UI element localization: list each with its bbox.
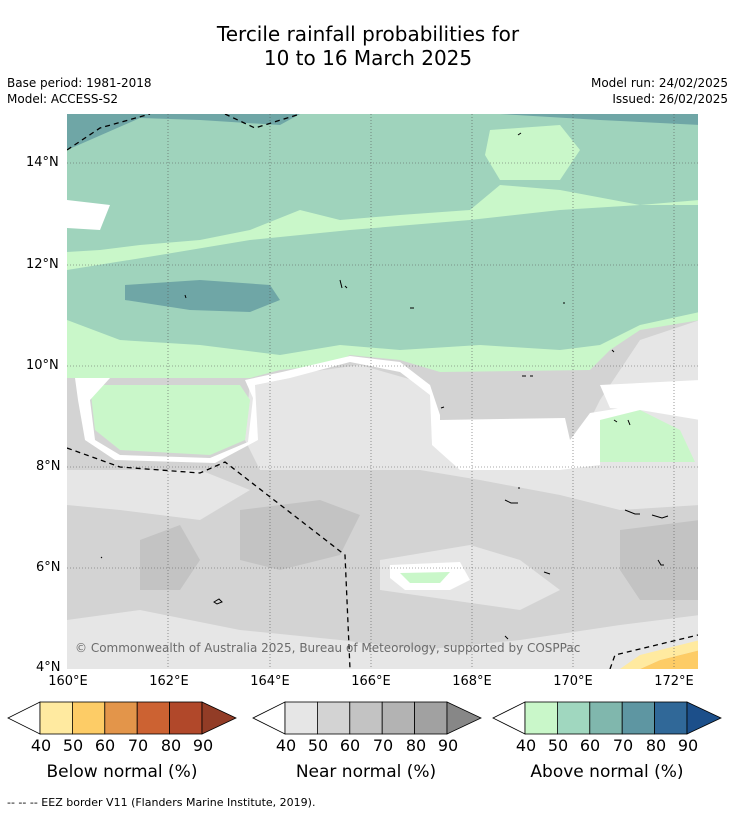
lon-label-160e: 160°E <box>48 674 88 689</box>
copyright-notice: © Commonwealth of Australia 2025, Bureau… <box>75 641 581 655</box>
lon-label-166e: 166°E <box>351 674 391 689</box>
lon-label-170e: 170°E <box>553 674 593 689</box>
tick: 40 <box>515 736 537 755</box>
lon-label-164e: 164°E <box>250 674 290 689</box>
white-patch-east <box>600 380 698 410</box>
lat-label-10n: 10°N <box>26 358 59 373</box>
tick: 50 <box>62 736 84 755</box>
islands <box>100 132 669 640</box>
tick: 70 <box>612 736 634 755</box>
white-border-band <box>75 356 698 470</box>
tick: 60 <box>579 736 601 755</box>
base-period: Base period: 1981-2018 <box>7 76 152 90</box>
region-above-40-east <box>590 410 695 462</box>
region-near-60-east <box>620 520 698 600</box>
cbar-swatch <box>621 701 655 735</box>
cbar-near-max-arrow <box>446 701 482 735</box>
cbar-swatch <box>317 701 351 735</box>
graticule <box>67 114 698 669</box>
tick: 90 <box>677 736 699 755</box>
cbar-swatch <box>39 701 73 735</box>
tick: 60 <box>339 736 361 755</box>
cbar-below-swatches <box>39 701 203 735</box>
eez-border <box>67 114 698 669</box>
cbar-swatch <box>104 701 138 735</box>
tick: 40 <box>30 736 52 755</box>
tick: 80 <box>645 736 667 755</box>
cbar-swatch <box>381 701 415 735</box>
lon-label-168e: 168°E <box>452 674 492 689</box>
region-above-40-west <box>90 385 250 455</box>
issued-date: Issued: 26/02/2025 <box>612 92 728 106</box>
meta-right: Model run: 24/02/2025 Issued: 26/02/2025 <box>591 75 728 107</box>
tick: 80 <box>405 736 427 755</box>
cbar-above-swatches <box>524 701 688 735</box>
tick: 70 <box>127 736 149 755</box>
region-above-60-ne <box>500 114 698 125</box>
region-above-50-band <box>67 205 698 355</box>
cbar-swatch <box>72 701 106 735</box>
lat-label-6n: 6°N <box>36 560 61 575</box>
cbar-swatch <box>414 701 448 735</box>
region-above-40-ne-pocket <box>485 125 580 180</box>
region-near-60-patch <box>140 525 200 590</box>
cbar-swatch <box>284 701 318 735</box>
cbar-below-min-arrow <box>7 701 41 735</box>
tick: 40 <box>275 736 297 755</box>
meta-left: Base period: 1981-2018 Model: ACCESS-S2 <box>7 75 152 107</box>
tick: 70 <box>372 736 394 755</box>
lon-label-172e: 172°E <box>654 674 694 689</box>
colorbar-below <box>7 701 237 735</box>
map-canvas <box>67 114 698 669</box>
region-near-40-bottom <box>67 610 698 669</box>
cbar-above-max-arrow <box>686 701 722 735</box>
region-near-40-south <box>380 545 560 610</box>
white-patch-nw <box>67 200 110 230</box>
region-near-40-west <box>67 470 250 520</box>
tick: 60 <box>94 736 116 755</box>
cbar-swatch <box>589 701 623 735</box>
cbar-swatch <box>524 701 558 735</box>
lat-label-12n: 12°N <box>26 257 59 272</box>
cbar-swatch <box>169 701 203 735</box>
tick: 50 <box>307 736 329 755</box>
map-area: 14°N 12°N 10°N 8°N 6°N 4°N 160°E 162°E 1… <box>26 114 698 689</box>
cbar-swatch <box>557 701 591 735</box>
colorbar-above <box>492 701 722 735</box>
map-title-line1: Tercile rainfall probabilities for <box>216 22 520 46</box>
cbar-swatch <box>654 701 688 735</box>
legend-near-label: Near normal (%) <box>295 762 437 782</box>
lat-label-14n: 14°N <box>26 155 59 170</box>
lon-label-162e: 162°E <box>149 674 189 689</box>
model-run: Model run: 24/02/2025 <box>590 76 728 90</box>
cbar-near-min-arrow <box>252 701 286 735</box>
cbar-near-swatches <box>284 701 448 735</box>
lat-label-8n: 8°N <box>36 459 61 474</box>
tick: 80 <box>160 736 182 755</box>
region-near-40-band <box>67 470 698 510</box>
cbar-below-max-arrow <box>201 701 237 735</box>
region-below-50 <box>640 650 698 669</box>
region-above-40-south-core <box>400 572 450 583</box>
legend-below-label: Below normal (%) <box>46 762 198 782</box>
model-name: Model: ACCESS-S2 <box>7 92 119 106</box>
colorbar-near <box>252 701 482 735</box>
tick: 90 <box>437 736 459 755</box>
lat-label-4n: 4°N <box>36 660 61 675</box>
cbar-above-min-arrow <box>492 701 526 735</box>
tick: 50 <box>547 736 569 755</box>
cbar-swatch <box>349 701 383 735</box>
legend-above-label: Above normal (%) <box>530 762 684 782</box>
cbar-swatch <box>136 701 170 735</box>
tick: 90 <box>192 736 214 755</box>
map-title-line2: 10 to 16 March 2025 <box>263 46 473 70</box>
eez-footnote: -- -- -- EEZ border V11 (Flanders Marine… <box>7 796 316 809</box>
region-above-60-mid <box>125 280 280 312</box>
region-below-40 <box>620 640 698 669</box>
region-above-60-nw <box>67 114 300 150</box>
